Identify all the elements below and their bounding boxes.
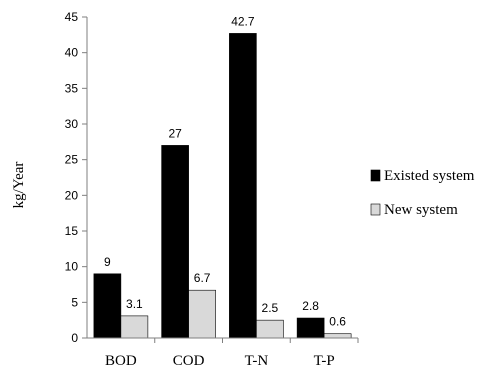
legend-label: New system: [384, 202, 458, 218]
y-tick-label: 0: [71, 331, 78, 345]
x-axis: BOD COD T-N T-P: [87, 337, 359, 369]
data-label: 2.5: [262, 301, 279, 315]
bars: 9 3.1 27 6.7 42.7 2.5 2.8 0.6: [93, 14, 352, 339]
bar-new-cod: [188, 289, 216, 339]
x-tick-label: T-P: [314, 353, 335, 369]
data-label: 27: [168, 126, 182, 140]
bar-new-bod: [120, 315, 149, 339]
data-label: 2.8: [302, 299, 319, 313]
data-label: 6.7: [194, 271, 211, 285]
y-tick-label: 35: [65, 81, 79, 95]
y-tick-label: 15: [65, 224, 79, 238]
bar-existed-t-p: [296, 317, 325, 339]
y-tick-label: 5: [71, 295, 78, 309]
data-label: 3.1: [126, 297, 143, 311]
bar-new-t-n: [256, 319, 284, 339]
y-axis-title: kg/Year: [11, 162, 27, 209]
data-label: 42.7: [231, 14, 255, 28]
x-tick-label: T-N: [245, 353, 269, 369]
legend-label: Existed system: [384, 168, 475, 184]
y-tick-label: 20: [65, 188, 79, 202]
legend: Existed system New system: [370, 168, 475, 218]
y-tick-label: 10: [65, 260, 79, 274]
bar-new-t-p: [323, 333, 352, 339]
y-axis: 0 5 10 15 20 25 30 35 40 45: [65, 10, 88, 345]
x-tick-label: BOD: [105, 353, 137, 369]
y-tick-label: 25: [65, 153, 79, 167]
y-tick-label: 30: [65, 117, 79, 131]
bar-existed-cod: [161, 145, 189, 339]
bar-existed-bod: [93, 273, 122, 339]
data-label: 9: [104, 255, 111, 269]
x-tick-label: COD: [173, 353, 205, 369]
data-label: 0.6: [329, 315, 346, 329]
y-tick-label: 40: [65, 46, 79, 60]
bar-existed-t-n: [229, 33, 257, 339]
legend-swatch-existed: [370, 169, 381, 182]
y-tick-label: 45: [65, 10, 79, 24]
legend-swatch-new: [370, 203, 381, 216]
